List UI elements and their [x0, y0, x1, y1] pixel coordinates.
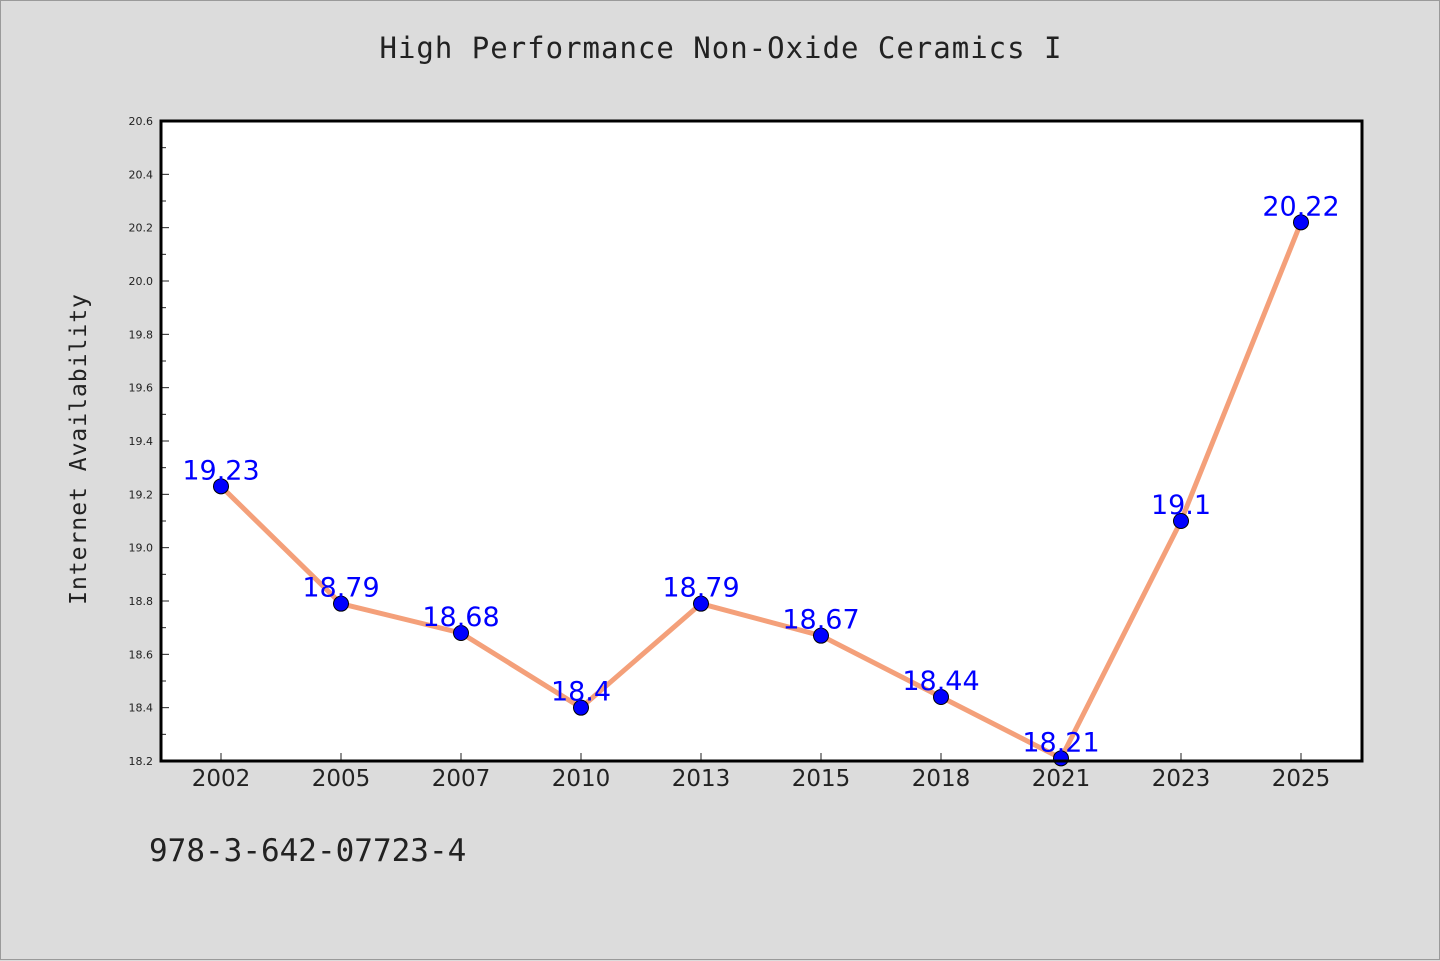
series-line	[218, 219, 1304, 761]
x-tick-label: 2002	[192, 766, 251, 792]
x-tick-label: 2023	[1152, 766, 1211, 792]
data-point	[333, 595, 349, 612]
data-label: 19.23	[182, 455, 259, 486]
y-tick-label: 19.0	[129, 542, 154, 555]
data-point	[933, 689, 949, 705]
x-tick-label: 2013	[672, 766, 731, 792]
data-point	[1293, 214, 1309, 231]
y-tick-label: 19.2	[129, 488, 154, 501]
x-tick-label: 2010	[552, 766, 611, 792]
data-label: 18.67	[782, 605, 859, 636]
data-label: 18.4	[551, 677, 611, 708]
x-tick-label: 2007	[432, 766, 491, 792]
data-label: 20.22	[1262, 191, 1339, 222]
x-tick-label: 2025	[1272, 766, 1331, 792]
plot-area	[161, 121, 1362, 761]
y-tick-label: 18.4	[129, 702, 154, 715]
data-label: 18.79	[662, 573, 739, 604]
y-tick-label: 18.6	[129, 648, 154, 661]
data-point	[813, 627, 829, 644]
data-point	[1173, 513, 1189, 529]
plot-frame	[159, 119, 1364, 763]
data-point	[573, 699, 589, 716]
data-label: 18.44	[902, 666, 979, 697]
data-point	[693, 595, 709, 612]
x-tick-label: 2018	[912, 766, 971, 792]
data-label: 18.21	[1022, 727, 1099, 758]
x-tick-label: 2021	[1032, 766, 1091, 792]
data-label: 19.1	[1151, 490, 1211, 521]
y-axis-label: Internet Availability	[66, 293, 92, 605]
data-label: 18.79	[302, 573, 379, 604]
x-tick-label: 2005	[312, 766, 371, 792]
y-tick-label: 20.6	[129, 115, 154, 128]
y-tick-label: 18.8	[129, 595, 154, 608]
x-tick-label: 2015	[792, 766, 851, 792]
data-point	[213, 478, 229, 495]
y-tick-label: 20.0	[129, 275, 154, 288]
isbn-text: 978-3-642-07723-4	[149, 833, 467, 869]
data-point	[453, 625, 469, 641]
y-tick-label: 20.4	[129, 168, 154, 181]
y-tick-label: 19.8	[129, 328, 154, 341]
data-label: 18.68	[422, 602, 499, 633]
y-tick-label: 19.4	[129, 435, 154, 448]
chart-title: High Performance Non-Oxide Ceramics I	[379, 31, 1063, 65]
y-tick-label: 18.2	[129, 755, 154, 768]
y-tick-label: 20.2	[129, 222, 154, 235]
y-tick-label: 19.6	[129, 382, 154, 395]
